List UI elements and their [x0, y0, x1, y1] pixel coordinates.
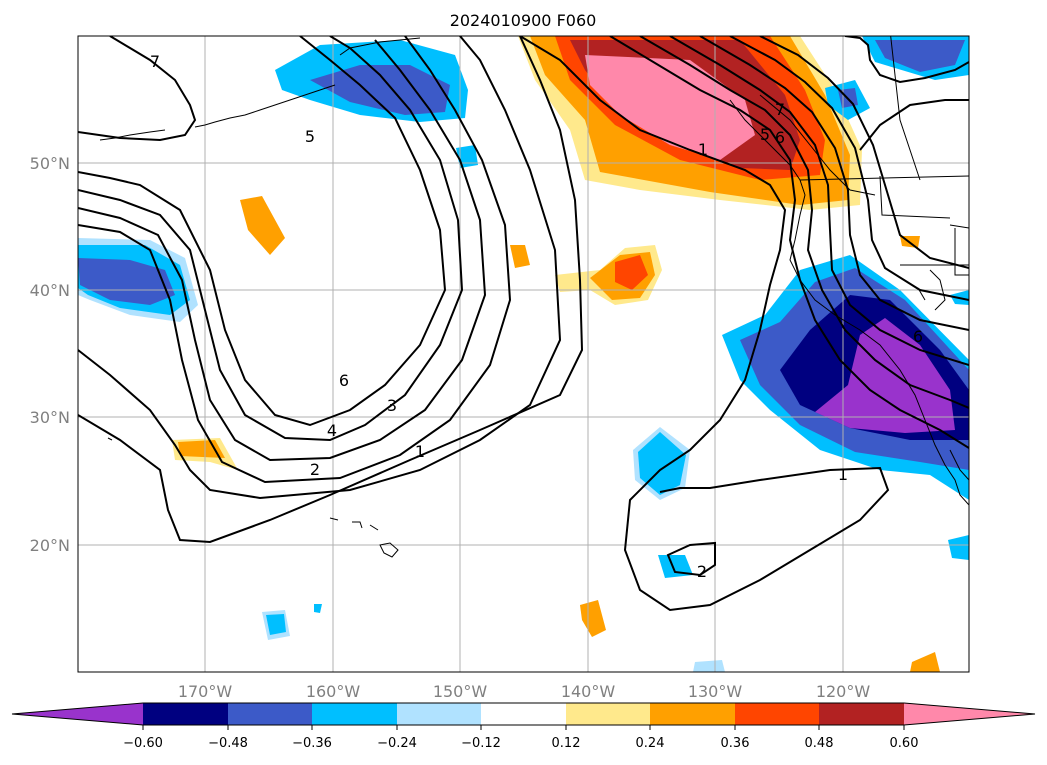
contour-label: 7 [150, 52, 160, 71]
contour-label: 7 [775, 100, 785, 119]
north-america-coast [729, 99, 969, 506]
colorbar-segment [397, 703, 481, 725]
contour-label: 2 [697, 562, 707, 581]
contour-label: 5 [760, 125, 770, 144]
colorbar-segment [819, 703, 904, 725]
longitude-labels: 170°W 160°W 150°W 140°W 130°W 120°W [178, 682, 871, 701]
colorbar-tick-label: 0.60 [890, 736, 919, 751]
colorbar-tick-label: −0.36 [292, 736, 332, 751]
latitude-labels: 50°N 40°N 30°N 20°N [30, 154, 70, 555]
lon-label: 170°W [178, 682, 233, 701]
colorbar-tick-label: 0.24 [636, 736, 665, 751]
colorbar-segment [228, 703, 312, 725]
contour-labels: 7 5 6 3 4 2 1 1 2 7 6 5 1 6 [150, 52, 923, 581]
contour-7-west [78, 36, 197, 142]
contour-lines [78, 36, 969, 612]
lon-label: 150°W [433, 682, 488, 701]
colorbar-tick-label: 0.36 [721, 736, 750, 751]
colorbar-segment [735, 703, 819, 725]
colorbar-ticks [142, 725, 905, 730]
colorbar-segment [481, 703, 566, 725]
colorbar: −0.60 −0.48 −0.36 −0.24 −0.12 0.12 0.24 … [11, 702, 1036, 751]
colorbar-tick-label: −0.48 [208, 736, 248, 751]
lon-label: 160°W [306, 682, 361, 701]
lat-label: 20°N [30, 536, 70, 555]
contour-label: 6 [339, 371, 349, 390]
hawaii-islands [329, 517, 399, 558]
lat-label: 50°N [30, 154, 70, 173]
colorbar-tick-label: 0.12 [552, 736, 581, 751]
contour-label: 1 [838, 465, 848, 484]
aleutian-islands [99, 84, 336, 141]
map-title: 2024010900 F060 [450, 11, 597, 30]
plot-frame [77, 35, 970, 673]
contour-outer-west [78, 36, 447, 427]
contour-label: 1 [698, 140, 708, 159]
contour-label: 2 [310, 460, 320, 479]
lon-label: 120°W [816, 682, 871, 701]
colorbar-segment [566, 703, 650, 725]
colorbar-segment [650, 703, 735, 725]
contour-1-east [519, 36, 890, 612]
colorbar-tick-label: −0.12 [461, 736, 501, 751]
colorbar-extend-low [12, 703, 143, 725]
contour-label: 1 [415, 442, 425, 461]
contour-label: 6 [775, 128, 785, 147]
contour-label: 5 [305, 127, 315, 146]
lat-label: 40°N [30, 281, 70, 300]
lon-label: 140°W [561, 682, 616, 701]
contour-label: 3 [387, 396, 397, 415]
contour-northeast [844, 36, 969, 84]
contour-label: 4 [327, 421, 337, 440]
colorbar-segment [312, 703, 397, 725]
colorbar-extend-high [904, 703, 1035, 725]
colorbar-tick-label: −0.24 [377, 736, 417, 751]
colorbar-tick-label: 0.48 [805, 736, 834, 751]
contour-label: 6 [913, 327, 923, 346]
lon-label: 130°W [688, 682, 743, 701]
lat-label: 30°N [30, 408, 70, 427]
colorbar-segment [143, 703, 228, 725]
colorbar-tick-label: −0.60 [123, 736, 163, 751]
